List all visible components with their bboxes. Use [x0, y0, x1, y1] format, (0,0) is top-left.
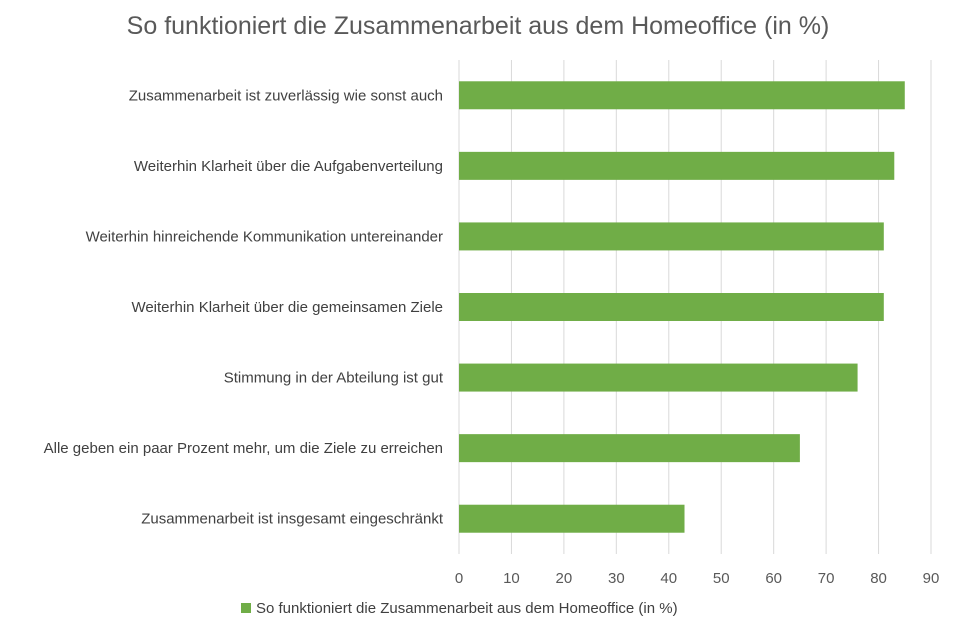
chart-title: So funktioniert die Zusammenarbeit aus d… — [127, 12, 830, 40]
bar — [459, 363, 858, 392]
category-label: Weiterhin Klarheit über die gemeinsamen … — [131, 299, 443, 316]
bar — [459, 222, 884, 251]
x-tick-label: 50 — [713, 570, 730, 587]
bars — [459, 81, 905, 533]
category-label: Stimmung in der Abteilung ist gut — [224, 370, 444, 387]
x-tick-label: 30 — [608, 570, 625, 587]
category-labels: Zusammenarbeit ist zuverlässig wie sonst… — [44, 87, 444, 527]
bar — [459, 81, 905, 110]
legend: So funktioniert die Zusammenarbeit aus d… — [241, 600, 678, 617]
bar — [459, 151, 895, 180]
x-tick-label: 20 — [556, 570, 573, 587]
x-tick-label: 60 — [765, 570, 782, 587]
x-tick-label: 0 — [455, 570, 463, 587]
legend-swatch — [241, 603, 251, 613]
category-label: Zusammenarbeit ist insgesamt eingeschrän… — [141, 511, 444, 528]
category-label: Weiterhin hinreichende Kommunikation unt… — [86, 228, 443, 245]
category-label: Weiterhin Klarheit über die Aufgabenvert… — [134, 158, 443, 175]
bar — [459, 293, 884, 321]
x-tick-label: 90 — [923, 570, 940, 587]
x-tick-label: 80 — [870, 570, 887, 587]
legend-label: So funktioniert die Zusammenarbeit aus d… — [256, 600, 678, 617]
bar — [459, 434, 800, 463]
bar — [459, 504, 685, 533]
category-label: Zusammenarbeit ist zuverlässig wie sonst… — [129, 87, 443, 104]
x-axis-tick-labels: 0 10 20 30 40 50 60 70 80 90 — [455, 570, 940, 587]
x-tick-label: 10 — [503, 570, 520, 587]
x-tick-label: 70 — [818, 570, 835, 587]
category-label: Alle geben ein paar Prozent mehr, um die… — [44, 440, 443, 457]
x-tick-label: 40 — [660, 570, 677, 587]
